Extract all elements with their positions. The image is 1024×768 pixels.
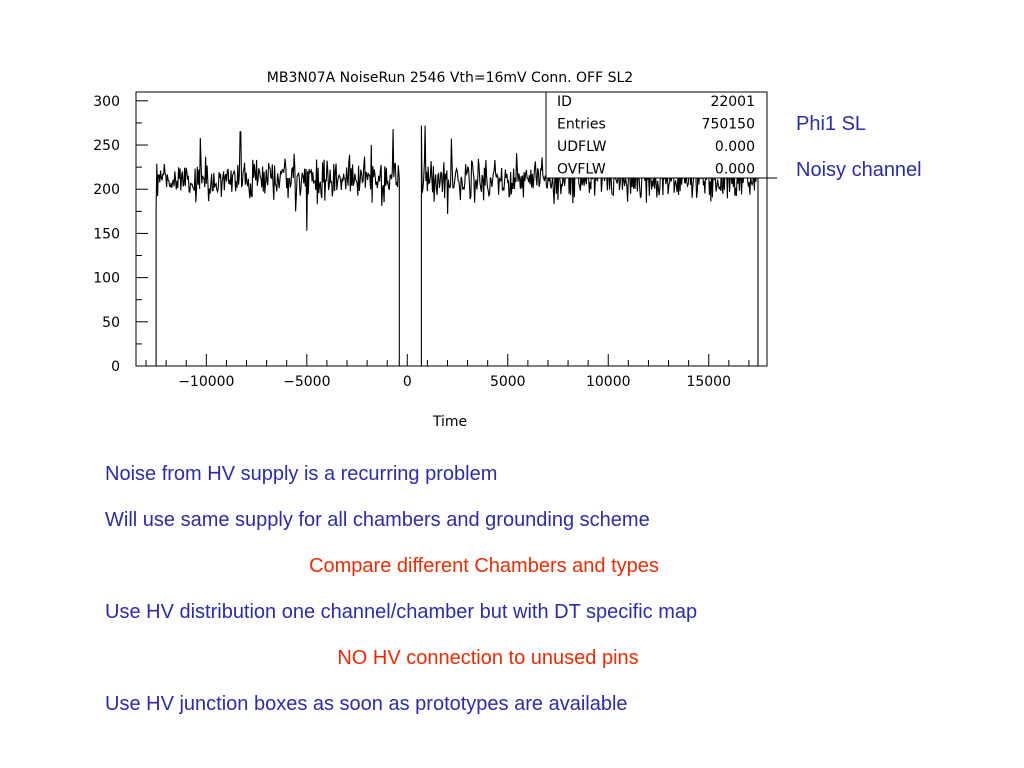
y-tick-label: 0 <box>111 359 120 375</box>
x-tick-label: 15000 <box>686 374 731 390</box>
side-label-phi1-sl: Phi1 SL <box>796 113 867 135</box>
stats-box-frame <box>545 91 768 179</box>
y-tick-label: 150 <box>93 226 120 242</box>
bullet-noise-hv-supply: Noise from HV supply is a recurring prob… <box>105 463 498 485</box>
x-tick-label: −5000 <box>283 374 330 390</box>
plot-frame <box>135 91 768 367</box>
stats-label: OVFLW <box>557 162 606 178</box>
stats-label: Entries <box>557 117 606 133</box>
bullet-compare-chambers: Compare different Chambers and types <box>309 555 659 577</box>
y-tick-label: 250 <box>93 138 120 154</box>
y-tick-label: 50 <box>102 315 120 331</box>
y-tick-label: 300 <box>93 94 120 110</box>
stats-value: 0.000 <box>715 162 755 178</box>
plot-axes: 0 50 100 150 200 250 300 −10000 −5000 0 5000 10000 1… <box>93 91 768 390</box>
stats-label: ID <box>557 94 572 110</box>
x-tick-label: 0 <box>403 374 412 390</box>
x-tick-label: −10000 <box>178 374 234 390</box>
bullet-same-supply: Will use same supply for all chambers an… <box>105 509 650 531</box>
stats-label: UDFLW <box>557 139 607 155</box>
x-tick-label: 10000 <box>586 374 631 390</box>
y-tick-label: 100 <box>93 271 120 287</box>
x-axis-label: Time <box>432 414 467 430</box>
y-tick-label: 200 <box>93 182 120 198</box>
plot-title: MB3N07A NoiseRun 2546 Vth=16mV Conn. OFF… <box>267 70 633 86</box>
stats-value: 0.000 <box>715 139 755 155</box>
noise-run-plot: MB3N07A NoiseRun 2546 Vth=16mV Conn. OFF… <box>93 70 777 430</box>
bullet-junction-boxes: Use HV junction boxes as soon as prototy… <box>105 693 628 715</box>
stats-value: 750150 <box>702 117 755 133</box>
stats-box: ID 22001 Entries 750150 UDFLW 0.000 OVFLW 0.000 <box>545 91 777 179</box>
side-label-noisy-channel: Noisy channel <box>796 159 922 181</box>
bullet-hv-distribution: Use HV distribution one channel/chamber … <box>105 601 698 623</box>
x-tick-label: 5000 <box>490 374 526 390</box>
stats-value: 22001 <box>710 94 755 110</box>
bullet-no-hv-connection: NO HV connection to unused pins <box>337 647 639 669</box>
noise-segment-1 <box>155 129 400 366</box>
